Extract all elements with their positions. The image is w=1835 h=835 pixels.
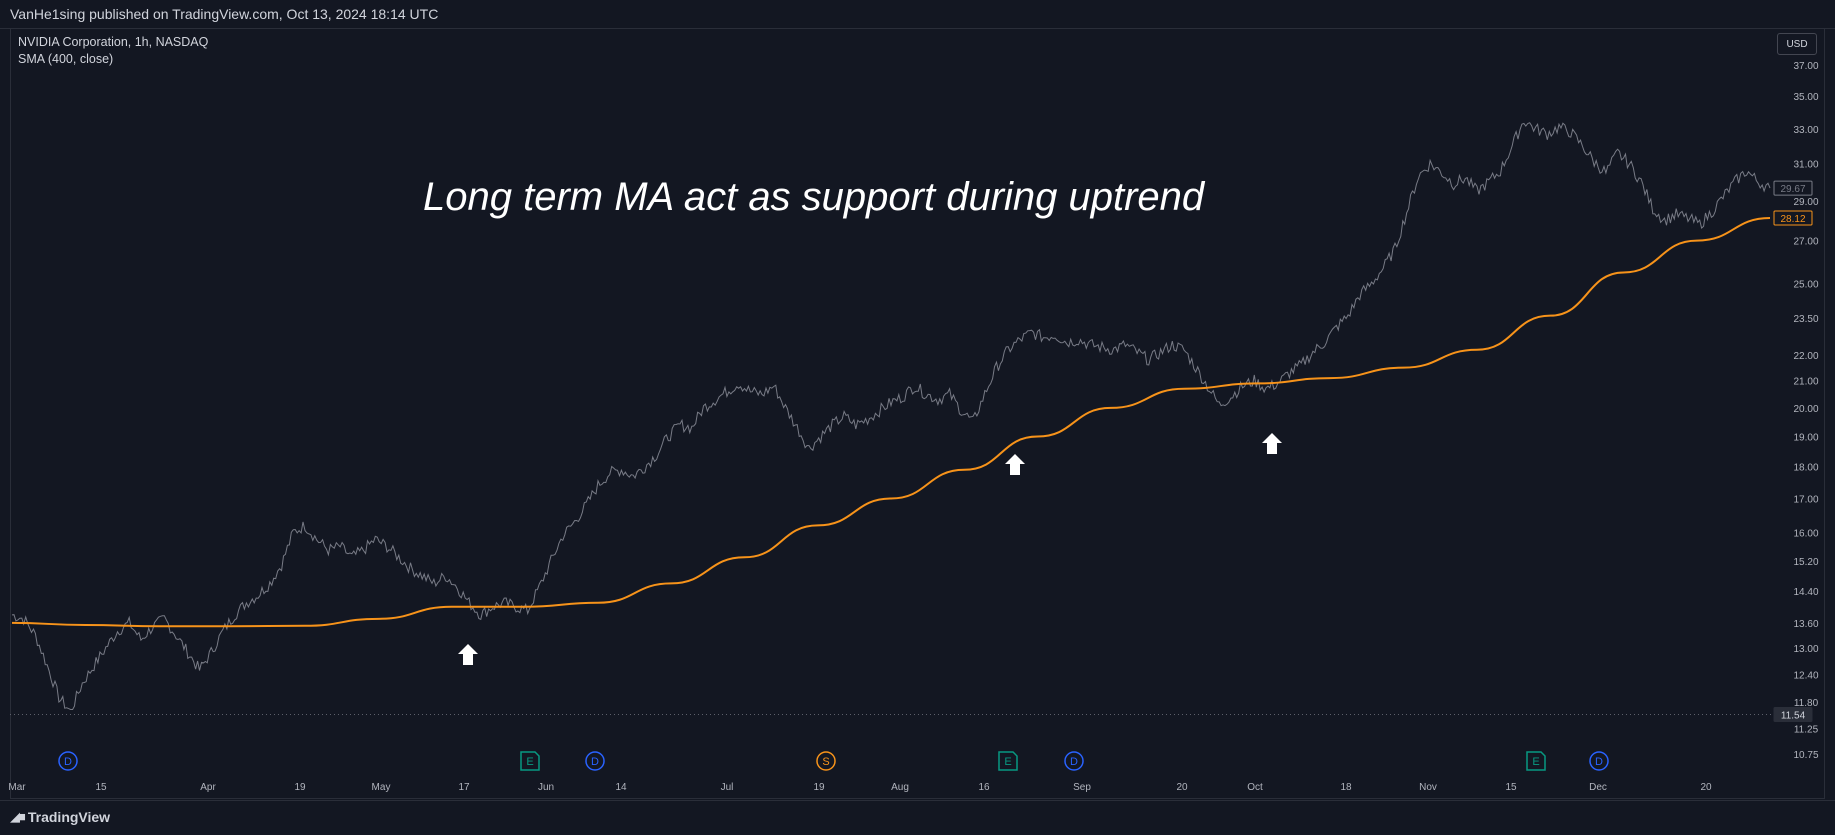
y-tick-label: 29.00	[1793, 197, 1818, 208]
x-tick-label: 16	[978, 782, 990, 793]
y-tick-label: 14.40	[1793, 587, 1818, 598]
x-tick-label: Dec	[1589, 782, 1607, 793]
split-event-icon[interactable]	[816, 751, 836, 771]
y-tick-label: 13.60	[1793, 619, 1818, 630]
y-tick-label: 20.00	[1793, 404, 1818, 415]
x-tick-label: Mar	[8, 782, 26, 793]
chart-legend: NVIDIA Corporation, 1h, NASDAQ SMA (400,…	[18, 34, 208, 68]
x-tick-label: 17	[458, 782, 470, 793]
tradingview-logo-icon: ◢■	[10, 809, 26, 824]
support-arrow-icon	[1005, 454, 1025, 475]
tradingview-logo[interactable]: ◢■ TradingView	[10, 807, 110, 827]
x-tick-label: Nov	[1419, 782, 1437, 793]
x-tick-label: 19	[294, 782, 306, 793]
y-tick-label: 17.00	[1793, 495, 1818, 506]
earnings-event-icon[interactable]	[520, 751, 540, 771]
event-label: D	[1070, 756, 1078, 768]
x-tick-label: Jun	[538, 782, 554, 793]
x-tick-label: 18	[1340, 782, 1352, 793]
event-label: E	[526, 756, 533, 768]
low-price-label: 11.54	[1781, 710, 1806, 721]
y-tick-label: 33.00	[1793, 125, 1818, 136]
support-arrow-icon	[458, 644, 478, 665]
x-tick-label: 19	[813, 782, 825, 793]
price-series	[11, 122, 1771, 710]
event-label: D	[1595, 756, 1603, 768]
y-tick-label: 12.40	[1793, 670, 1818, 681]
x-tick-label: 15	[95, 782, 107, 793]
sma-value-label: 28.12	[1780, 214, 1805, 225]
y-tick-label: 23.50	[1793, 314, 1818, 325]
x-tick-label: Aug	[891, 782, 909, 793]
y-tick-label: 11.25	[1794, 725, 1819, 736]
y-tick-label: 27.00	[1793, 237, 1818, 248]
sma-line	[11, 216, 1771, 628]
dividend-event-icon[interactable]	[1064, 751, 1084, 771]
y-tick-label: 15.20	[1793, 557, 1818, 568]
x-tick-label: 20	[1176, 782, 1188, 793]
x-tick-label: Sep	[1073, 782, 1091, 793]
y-tick-label: 16.00	[1793, 528, 1818, 539]
x-tick-label: Oct	[1247, 782, 1263, 793]
published-by-text: VanHe1sing published on TradingView.com,…	[10, 6, 439, 22]
earnings-event-icon[interactable]	[1526, 751, 1546, 771]
x-tick-label: Jul	[721, 782, 734, 793]
sma-value-label-box	[1773, 210, 1813, 226]
y-tick-label: 37.00	[1793, 61, 1818, 72]
last-price-label: 29.67	[1780, 184, 1805, 195]
last-price-label-box	[1773, 180, 1813, 196]
annotation-text: Long term MA act as support during uptre…	[423, 175, 1206, 219]
y-tick-label: 21.00	[1793, 377, 1818, 388]
tradingview-brand-text: TradingView	[27, 809, 111, 825]
y-tick-label: 22.00	[1793, 351, 1818, 362]
low-price-label-box	[1773, 706, 1813, 722]
y-tick-label: 31.00	[1793, 160, 1818, 171]
symbol-title: NVIDIA Corporation, 1h, NASDAQ	[18, 35, 209, 49]
event-label: D	[64, 756, 72, 768]
indicator-title: SMA (400, close)	[18, 52, 114, 66]
footer-bar	[0, 800, 1835, 835]
dividend-event-icon[interactable]	[585, 751, 605, 771]
event-label: E	[1532, 756, 1539, 768]
y-tick-label: 25.00	[1793, 280, 1818, 291]
dividend-event-icon[interactable]	[58, 751, 78, 771]
x-tick-label: May	[372, 782, 391, 793]
event-label: D	[591, 756, 599, 768]
x-tick-label: 14	[615, 782, 627, 793]
y-tick-label: 10.75	[1793, 750, 1818, 761]
x-tick-label: Apr	[200, 782, 216, 793]
x-tick-label: 20	[1700, 782, 1712, 793]
x-tick-label: 15	[1505, 782, 1517, 793]
y-tick-label: 18.00	[1793, 463, 1818, 474]
event-label: S	[822, 756, 829, 768]
earnings-event-icon[interactable]	[998, 751, 1018, 771]
y-tick-label: 13.00	[1793, 644, 1818, 655]
currency-button[interactable]: USD	[1777, 33, 1817, 55]
chart-frame[interactable]	[10, 28, 1825, 799]
y-tick-label: 11.80	[1794, 698, 1819, 709]
dividend-event-icon[interactable]	[1589, 751, 1609, 771]
y-tick-label: 35.00	[1793, 92, 1818, 103]
y-tick-label: 19.00	[1793, 433, 1818, 444]
support-arrow-icon	[1262, 433, 1282, 454]
event-label: E	[1004, 756, 1011, 768]
